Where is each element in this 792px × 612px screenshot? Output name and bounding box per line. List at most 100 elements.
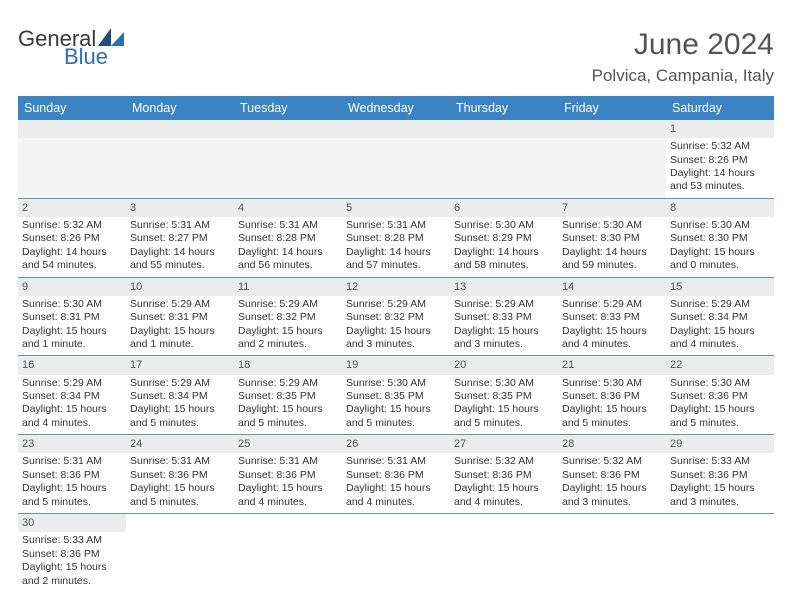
calendar-cell: 22Sunrise: 5:30 AMSunset: 8:36 PMDayligh… [666,356,774,435]
calendar-cell: 3Sunrise: 5:31 AMSunset: 8:27 PMDaylight… [126,198,234,277]
day-number: 16 [18,356,126,374]
day-number: 26 [342,435,450,453]
calendar-week-row: 30Sunrise: 5:33 AMSunset: 8:36 PMDayligh… [18,514,774,592]
sunrise-text: Sunrise: 5:33 AM [670,455,770,468]
day-number: 10 [126,278,234,296]
calendar-cell [234,120,342,198]
calendar-page: General Blue June 2024 Polvica, Campania… [0,0,792,602]
sunset-text: Sunset: 8:34 PM [22,390,122,403]
sunset-text: Sunset: 8:30 PM [670,232,770,245]
calendar-week-row: 1Sunrise: 5:32 AMSunset: 8:26 PMDaylight… [18,120,774,198]
weekday-header-row: Sunday Monday Tuesday Wednesday Thursday… [18,96,774,120]
header: General Blue June 2024 Polvica, Campania… [18,28,774,86]
calendar-week-row: 9Sunrise: 5:30 AMSunset: 8:31 PMDaylight… [18,277,774,356]
calendar-cell: 20Sunrise: 5:30 AMSunset: 8:35 PMDayligh… [450,356,558,435]
day-number: 6 [450,199,558,217]
day-number: 28 [558,435,666,453]
sunset-text: Sunset: 8:36 PM [454,469,554,482]
sunrise-text: Sunrise: 5:29 AM [130,377,230,390]
sunrise-text: Sunrise: 5:31 AM [238,219,338,232]
day-number: 8 [666,199,774,217]
calendar-week-row: 16Sunrise: 5:29 AMSunset: 8:34 PMDayligh… [18,356,774,435]
sunset-text: Sunset: 8:29 PM [454,232,554,245]
calendar-cell: 18Sunrise: 5:29 AMSunset: 8:35 PMDayligh… [234,356,342,435]
day-number: 30 [18,514,126,532]
day-number: 25 [234,435,342,453]
page-title: June 2024 [592,28,774,62]
calendar-cell: 24Sunrise: 5:31 AMSunset: 8:36 PMDayligh… [126,435,234,514]
daylight-text: Daylight: 15 hours and 3 minutes. [454,325,554,352]
daylight-text: Daylight: 15 hours and 2 minutes. [22,561,122,588]
calendar-week-row: 23Sunrise: 5:31 AMSunset: 8:36 PMDayligh… [18,435,774,514]
calendar-cell [450,120,558,198]
sunrise-text: Sunrise: 5:32 AM [562,455,662,468]
sunset-text: Sunset: 8:36 PM [22,548,122,561]
daylight-text: Daylight: 15 hours and 4 minutes. [346,482,446,509]
sunset-text: Sunset: 8:36 PM [22,469,122,482]
day-number: 22 [666,356,774,374]
sunrise-text: Sunrise: 5:30 AM [454,219,554,232]
daylight-text: Daylight: 15 hours and 3 minutes. [562,482,662,509]
daylight-text: Daylight: 15 hours and 4 minutes. [238,482,338,509]
calendar-cell: 14Sunrise: 5:29 AMSunset: 8:33 PMDayligh… [558,277,666,356]
sunrise-text: Sunrise: 5:30 AM [670,219,770,232]
calendar-cell [558,120,666,198]
calendar-cell: 5Sunrise: 5:31 AMSunset: 8:28 PMDaylight… [342,198,450,277]
calendar-cell [666,514,774,592]
sunset-text: Sunset: 8:36 PM [562,469,662,482]
day-number: 14 [558,278,666,296]
sunrise-text: Sunrise: 5:29 AM [22,377,122,390]
calendar-table: Sunday Monday Tuesday Wednesday Thursday… [18,96,774,592]
daylight-text: Daylight: 15 hours and 3 minutes. [346,325,446,352]
sunset-text: Sunset: 8:26 PM [670,154,770,167]
calendar-cell: 4Sunrise: 5:31 AMSunset: 8:28 PMDaylight… [234,198,342,277]
daylight-text: Daylight: 15 hours and 2 minutes. [238,325,338,352]
sunset-text: Sunset: 8:33 PM [454,311,554,324]
sunrise-text: Sunrise: 5:29 AM [238,298,338,311]
calendar-cell [342,120,450,198]
sunrise-text: Sunrise: 5:31 AM [346,219,446,232]
calendar-cell: 27Sunrise: 5:32 AMSunset: 8:36 PMDayligh… [450,435,558,514]
calendar-cell: 26 Sunrise: 5:31 AMSunset: 8:36 PMDayligh… [342,435,450,514]
title-block: June 2024 Polvica, Campania, Italy [592,28,774,86]
weekday-header: Monday [126,96,234,120]
sunset-text: Sunset: 8:36 PM [670,390,770,403]
sunset-text: Sunset: 8:36 PM [346,469,446,482]
weekday-header: Sunday [18,96,126,120]
sunset-text: Sunset: 8:26 PM [22,232,122,245]
sunrise-text: Sunrise: 5:30 AM [562,219,662,232]
calendar-cell [450,514,558,592]
calendar-cell: 30Sunrise: 5:33 AMSunset: 8:36 PMDayligh… [18,514,126,592]
calendar-cell [126,514,234,592]
calendar-cell: 12Sunrise: 5:29 AMSunset: 8:32 PMDayligh… [342,277,450,356]
calendar-cell: 1Sunrise: 5:32 AMSunset: 8:26 PMDaylight… [666,120,774,198]
day-number: 24 [126,435,234,453]
daylight-text: Daylight: 15 hours and 4 minutes. [454,482,554,509]
day-number: 27 [450,435,558,453]
sunset-text: Sunset: 8:27 PM [130,232,230,245]
day-number: 12 [342,278,450,296]
sunset-text: Sunset: 8:31 PM [130,311,230,324]
calendar-cell: 28 Sunrise: 5:32 AMSunset: 8:36 PMDayligh… [558,435,666,514]
day-number: 9 [18,278,126,296]
calendar-cell: 16 Sunrise: 5:29 AMSunset: 8:34 PMDayligh… [18,356,126,435]
sunset-text: Sunset: 8:31 PM [22,311,122,324]
calendar-cell: 7Sunrise: 5:30 AMSunset: 8:30 PMDaylight… [558,198,666,277]
daylight-text: Daylight: 14 hours and 54 minutes. [22,246,122,273]
page-subtitle: Polvica, Campania, Italy [592,66,774,86]
sunset-text: Sunset: 8:35 PM [238,390,338,403]
daylight-text: Daylight: 15 hours and 4 minutes. [22,403,122,430]
calendar-cell: 10Sunrise: 5:29 AMSunset: 8:31 PMDayligh… [126,277,234,356]
sunrise-text: Sunrise: 5:31 AM [346,455,446,468]
weekday-header: Friday [558,96,666,120]
sunset-text: Sunset: 8:34 PM [130,390,230,403]
sunrise-text: Sunrise: 5:30 AM [22,298,122,311]
sunrise-text: Sunrise: 5:30 AM [454,377,554,390]
daylight-text: Daylight: 15 hours and 5 minutes. [346,403,446,430]
sunrise-text: Sunrise: 5:29 AM [346,298,446,311]
calendar-cell: 13Sunrise: 5:29 AMSunset: 8:33 PMDayligh… [450,277,558,356]
calendar-cell: 8Sunrise: 5:30 AMSunset: 8:30 PMDaylight… [666,198,774,277]
calendar-week-row: 2Sunrise: 5:32 AMSunset: 8:26 PMDaylight… [18,198,774,277]
day-number: 18 [234,356,342,374]
sunrise-text: Sunrise: 5:30 AM [670,377,770,390]
